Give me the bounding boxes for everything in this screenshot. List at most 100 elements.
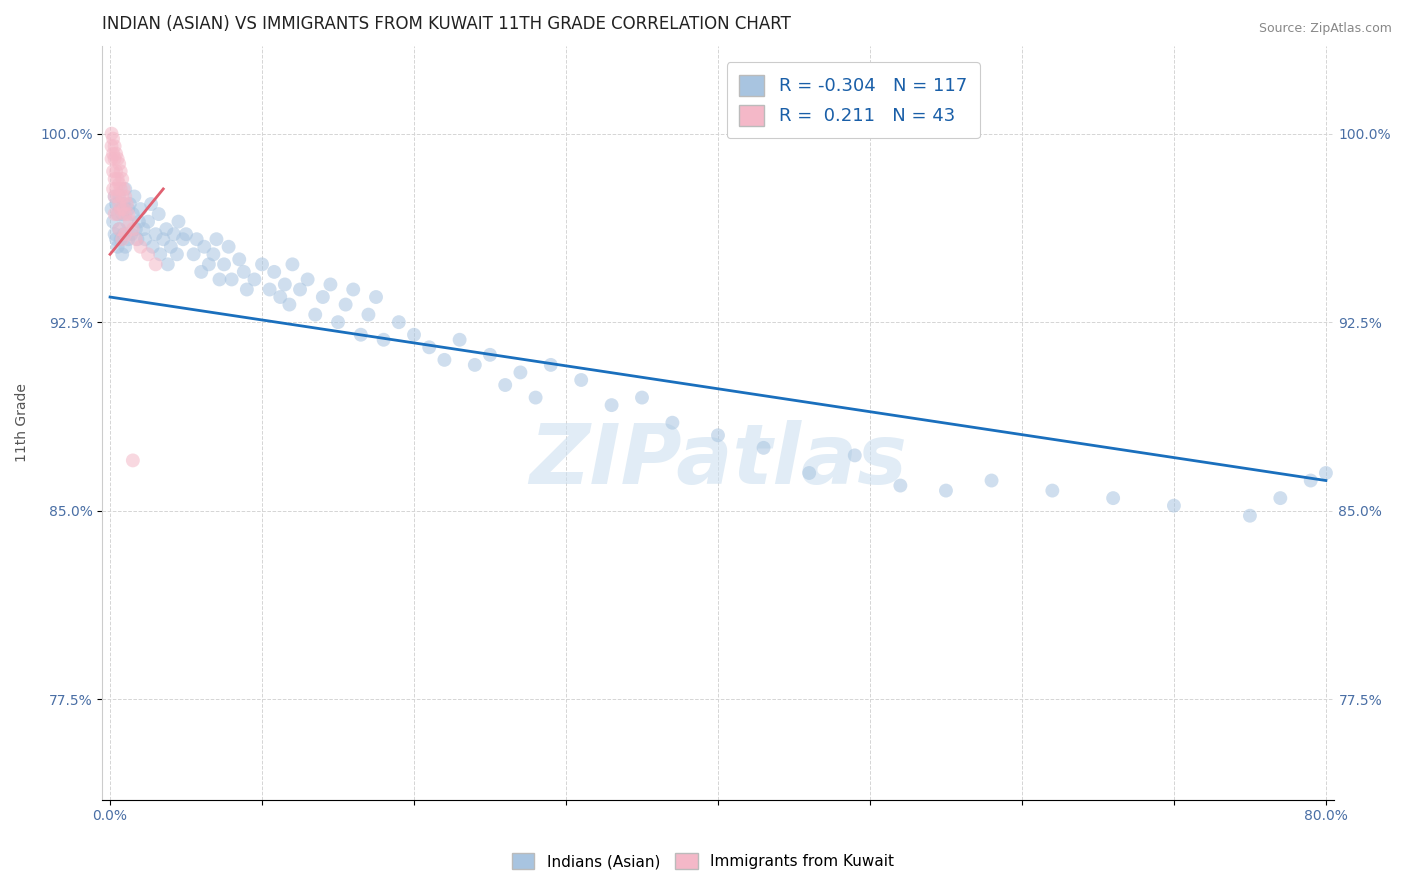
Point — [124, 189, 146, 203]
Point — [101, 214, 124, 228]
Point — [110, 202, 132, 216]
Point — [112, 227, 135, 242]
Point — [108, 222, 131, 236]
Point — [101, 146, 124, 161]
Point — [111, 247, 134, 261]
Point — [402, 327, 425, 342]
Point — [110, 182, 132, 196]
Point — [202, 247, 225, 261]
Point — [263, 265, 285, 279]
Point — [107, 207, 129, 221]
Point — [100, 127, 122, 141]
Point — [433, 352, 456, 367]
Point — [127, 232, 149, 246]
Point — [449, 333, 471, 347]
Point — [104, 189, 127, 203]
Point — [112, 182, 135, 196]
Point — [134, 232, 156, 246]
Point — [364, 290, 387, 304]
Point — [388, 315, 411, 329]
Point — [1346, 499, 1368, 513]
Point — [105, 197, 128, 211]
Point — [190, 265, 212, 279]
Point — [105, 182, 128, 196]
Point — [278, 297, 301, 311]
Point — [104, 189, 127, 203]
Point — [114, 207, 136, 221]
Point — [935, 483, 957, 498]
Point — [114, 240, 136, 254]
Text: ZIPatlas: ZIPatlas — [529, 420, 907, 501]
Point — [350, 327, 373, 342]
Point — [1299, 474, 1322, 488]
Point — [105, 146, 128, 161]
Point — [152, 232, 174, 246]
Point — [269, 290, 291, 304]
Point — [107, 172, 129, 186]
Point — [172, 232, 194, 246]
Point — [524, 391, 547, 405]
Point — [139, 197, 162, 211]
Point — [125, 232, 148, 246]
Point — [228, 252, 250, 267]
Point — [111, 232, 134, 246]
Point — [107, 207, 129, 221]
Point — [108, 177, 131, 191]
Point — [101, 164, 124, 178]
Point — [129, 202, 152, 216]
Point — [1391, 474, 1406, 488]
Point — [115, 214, 138, 228]
Point — [1270, 491, 1292, 505]
Point — [236, 283, 259, 297]
Point — [1040, 483, 1063, 498]
Point — [707, 428, 730, 442]
Point — [105, 232, 128, 246]
Legend: Indians (Asian), Immigrants from Kuwait: Indians (Asian), Immigrants from Kuwait — [505, 847, 901, 875]
Y-axis label: 11th Grade: 11th Grade — [15, 384, 30, 462]
Point — [221, 272, 243, 286]
Point — [319, 277, 342, 292]
Point — [297, 272, 319, 286]
Point — [205, 232, 228, 246]
Point — [121, 222, 143, 236]
Point — [208, 272, 231, 286]
Point — [115, 197, 138, 211]
Point — [114, 227, 136, 242]
Point — [110, 164, 132, 178]
Point — [198, 257, 221, 271]
Point — [108, 189, 131, 203]
Point — [259, 283, 281, 297]
Point — [145, 227, 167, 242]
Point — [149, 247, 172, 261]
Point — [107, 189, 129, 203]
Point — [117, 207, 139, 221]
Point — [569, 373, 592, 387]
Point — [128, 214, 150, 228]
Point — [110, 202, 132, 216]
Point — [418, 340, 440, 354]
Point — [100, 152, 122, 166]
Point — [335, 297, 357, 311]
Point — [274, 277, 297, 292]
Point — [104, 172, 127, 186]
Point — [174, 227, 197, 242]
Point — [148, 207, 170, 221]
Point — [145, 257, 167, 271]
Point — [104, 227, 127, 242]
Legend: R = -0.304   N = 117, R =  0.211   N = 43: R = -0.304 N = 117, R = 0.211 N = 43 — [727, 62, 980, 138]
Point — [104, 207, 127, 221]
Point — [112, 197, 135, 211]
Point — [100, 202, 122, 216]
Point — [105, 164, 128, 178]
Point — [312, 290, 335, 304]
Point — [1375, 483, 1398, 498]
Point — [166, 247, 188, 261]
Point — [104, 152, 127, 166]
Text: INDIAN (ASIAN) VS IMMIGRANTS FROM KUWAIT 11TH GRADE CORRELATION CHART: INDIAN (ASIAN) VS IMMIGRANTS FROM KUWAIT… — [103, 15, 792, 33]
Point — [101, 182, 124, 196]
Point — [111, 189, 134, 203]
Point — [121, 453, 143, 467]
Point — [357, 308, 380, 322]
Point — [980, 474, 1002, 488]
Point — [464, 358, 486, 372]
